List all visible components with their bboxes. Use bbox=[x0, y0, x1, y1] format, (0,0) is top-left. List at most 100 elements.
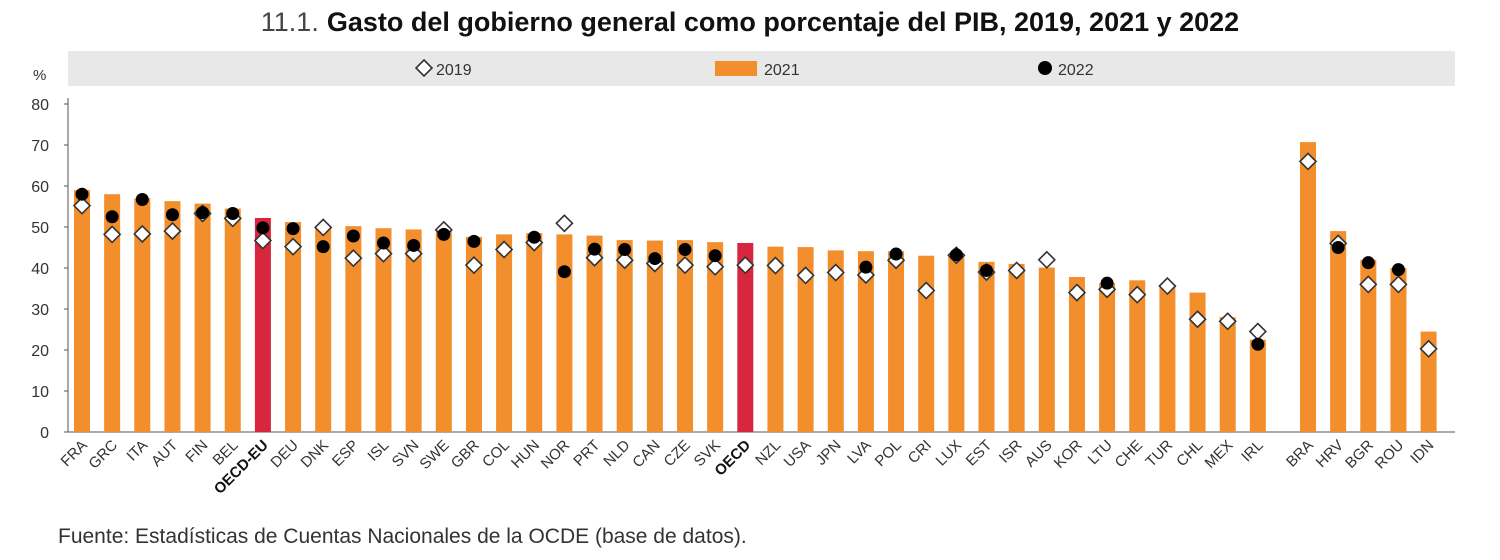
marker-2019-irl bbox=[1248, 322, 1267, 341]
marker-2019-col bbox=[494, 240, 514, 259]
bar-2021-swe bbox=[435, 231, 452, 432]
bar-2021-dnk bbox=[315, 227, 332, 432]
legend-label-2022: 2022 bbox=[1058, 62, 1094, 79]
bar-2021-nzl bbox=[767, 246, 784, 432]
y-tick-label-20: 20 bbox=[31, 343, 49, 360]
category-label-kor: KOR bbox=[1051, 437, 1086, 472]
bar-2021-ltu bbox=[1099, 283, 1116, 432]
bar-2021-nor bbox=[556, 234, 573, 432]
legend-label-2019: 2019 bbox=[436, 62, 472, 79]
category-label-bgr: BGR bbox=[1342, 437, 1377, 472]
marker-2022-hrv bbox=[1331, 241, 1345, 254]
marker-2022-pol bbox=[889, 247, 903, 261]
category-label-est: EST bbox=[963, 437, 996, 470]
category-label-hrv: HRV bbox=[1313, 437, 1347, 471]
marker-2019-che bbox=[1128, 285, 1147, 304]
bar-2021-est bbox=[978, 261, 995, 432]
legend-marker-2021 bbox=[715, 61, 757, 76]
legend-label-2021: 2021 bbox=[764, 62, 800, 79]
category-label-jpn: JPN bbox=[813, 437, 845, 469]
category-label-pol: POL bbox=[872, 437, 905, 470]
y-tick-label-50: 50 bbox=[31, 220, 49, 237]
bar-2021-cze bbox=[677, 240, 693, 432]
category-label-grc: GRC bbox=[85, 437, 121, 473]
marker-2022-svn bbox=[407, 238, 421, 252]
category-label-esp: ESP bbox=[329, 437, 362, 470]
category-label-tur: TUR bbox=[1142, 437, 1176, 471]
marker-2019-chl bbox=[1188, 310, 1207, 329]
legend: 2019 2021 2022 bbox=[414, 58, 1094, 79]
category-label-gbr: GBR bbox=[448, 437, 483, 472]
marker-2022-ltu bbox=[1100, 276, 1114, 290]
bar-2021-rou bbox=[1390, 268, 1407, 432]
category-label-ita: ITA bbox=[123, 437, 151, 465]
category-label-mex: MEX bbox=[1202, 437, 1237, 472]
marker-2022-isl bbox=[377, 236, 390, 250]
category-label-hun: HUN bbox=[508, 437, 543, 472]
marker-2022-bel bbox=[226, 206, 240, 220]
bar-2021-fin bbox=[194, 203, 211, 432]
marker-2019-jpn bbox=[826, 263, 845, 282]
marker-2022-swe bbox=[437, 227, 451, 241]
y-tick-label-60: 60 bbox=[31, 179, 49, 196]
category-label-ltu: LTU bbox=[1085, 437, 1116, 468]
bar-2021-nld bbox=[616, 240, 633, 432]
marker-2019-cze bbox=[675, 255, 695, 275]
marker-2019-aus bbox=[1037, 250, 1056, 269]
bar-2021-usa bbox=[797, 247, 814, 432]
bar-2021-oecd bbox=[737, 242, 754, 432]
marker-2022-nor bbox=[557, 265, 571, 279]
marker-2019-ita bbox=[133, 224, 152, 244]
marker-2022-deu bbox=[286, 222, 300, 236]
bar-2021-prt bbox=[586, 235, 603, 432]
bar-2021-fra bbox=[74, 190, 90, 432]
legend-band bbox=[68, 51, 1455, 86]
marker-2019-oecd-eu bbox=[253, 231, 273, 250]
category-label-prt: PRT bbox=[570, 437, 603, 470]
bar-2021-lux bbox=[948, 253, 965, 432]
category-label-aus: AUS bbox=[1022, 437, 1056, 471]
bar-2021-irl bbox=[1249, 339, 1266, 432]
bar-2021-idn bbox=[1420, 331, 1437, 432]
marker-2019-dnk bbox=[314, 218, 333, 237]
y-tick-label-0: 0 bbox=[40, 425, 49, 442]
marker-2019-rou bbox=[1389, 275, 1408, 294]
bar-2021-isr bbox=[1008, 263, 1025, 432]
markers-2022 bbox=[75, 187, 1405, 351]
source-note: Fuente: Estadísticas de Cuentas Nacional… bbox=[58, 525, 747, 548]
bar-2021-lva bbox=[857, 251, 874, 432]
bar-2021-bra bbox=[1300, 142, 1316, 432]
bar-2021-hun bbox=[526, 233, 543, 432]
legend-marker-2019 bbox=[414, 58, 434, 78]
marker-2019-oecd bbox=[736, 255, 755, 275]
bars-2021 bbox=[74, 142, 1437, 432]
marker-2019-isr bbox=[1007, 261, 1026, 280]
category-label-nzl: NZL bbox=[752, 437, 784, 469]
marker-2022-hun bbox=[527, 230, 541, 244]
y-tick-label-70: 70 bbox=[31, 138, 49, 155]
marker-2022-svk bbox=[708, 249, 722, 263]
bar-2021-mex bbox=[1219, 317, 1236, 432]
marker-2022-cze bbox=[678, 243, 692, 257]
marker-2022-rou bbox=[1391, 263, 1405, 277]
bar-2021-col bbox=[496, 234, 513, 432]
marker-2022-lux bbox=[949, 248, 963, 262]
legend-marker-2022 bbox=[1038, 61, 1052, 75]
y-tick-label-80: 80 bbox=[31, 97, 49, 114]
marker-2019-gbr bbox=[464, 255, 484, 275]
bar-2021-che bbox=[1129, 280, 1146, 432]
marker-2019-grc bbox=[103, 225, 122, 244]
bar-2021-pol bbox=[888, 251, 905, 432]
category-label-fin: FIN bbox=[182, 437, 211, 466]
marker-2019-nld bbox=[615, 251, 634, 270]
marker-2022-irl bbox=[1251, 337, 1265, 351]
y-axis-unit-label: % bbox=[33, 67, 46, 84]
marker-2022-can bbox=[648, 252, 662, 266]
marker-2019-svk bbox=[706, 257, 725, 276]
category-label-nld: NLD bbox=[600, 437, 633, 470]
bar-2021-bel bbox=[224, 208, 241, 432]
marker-2019-esp bbox=[344, 249, 363, 268]
category-label-fra: FRA bbox=[58, 437, 91, 470]
y-tick-label-30: 30 bbox=[31, 302, 49, 319]
